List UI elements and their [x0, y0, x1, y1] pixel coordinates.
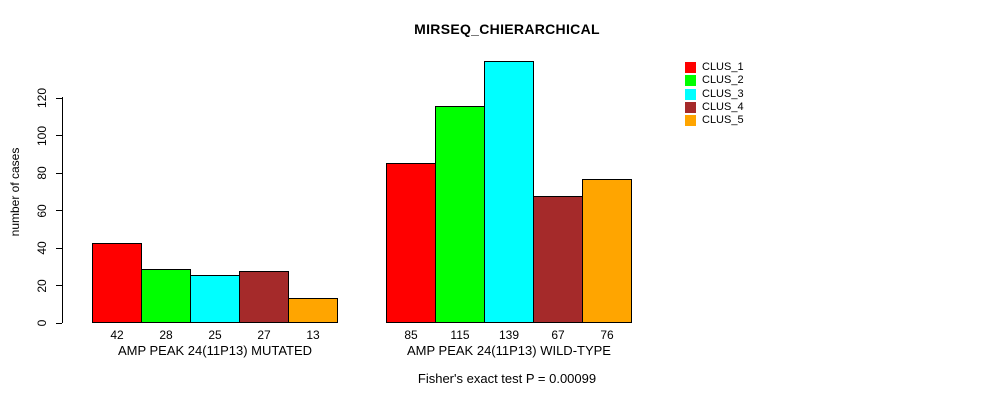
legend-item-clus_4: CLUS_4 — [685, 101, 744, 114]
legend-swatch-icon — [685, 88, 696, 100]
y-tick-mark — [56, 210, 62, 211]
bar-clus_4-group2 — [533, 196, 583, 323]
group-label-1: AMP PEAK 24(11P13) MUTATED — [117, 343, 313, 358]
y-tick-mark — [56, 135, 62, 136]
legend: CLUS_1 CLUS_2 CLUS_3 CLUS_4 CLUS_5 — [685, 61, 744, 127]
y-tick-label: 0 — [35, 319, 49, 327]
bar-value-label: 42 — [110, 328, 124, 342]
bar-clus_2-group2 — [435, 106, 485, 323]
legend-item-clus_1: CLUS_1 — [685, 61, 744, 74]
legend-item-clus_2: CLUS_2 — [685, 74, 744, 87]
bar-clus_5-group1 — [288, 298, 338, 323]
legend-swatch-icon — [685, 75, 696, 87]
chart-title: MIRSEQ_CHIERARCHICAL — [414, 21, 600, 37]
bar-value-label: 85 — [404, 328, 418, 342]
bar-value-label: 76 — [600, 328, 614, 342]
bar-clus_4-group1 — [239, 271, 289, 323]
y-tick-mark — [56, 172, 62, 174]
group-label-2: AMP PEAK 24(11P13) WILD-TYPE — [407, 343, 611, 358]
y-tick-mark — [56, 97, 62, 99]
legend-label: CLUS_3 — [702, 87, 744, 100]
y-tick-label: 120 — [35, 87, 49, 109]
annotation-text: Fisher's exact test P = 0.00099 — [417, 371, 597, 386]
bar-value-label: 25 — [208, 328, 222, 342]
bar-clus_3-group2 — [484, 61, 534, 323]
legend-item-clus_3: CLUS_3 — [685, 88, 744, 101]
bar-value-label: 67 — [551, 328, 565, 342]
bar-value-label: 28 — [159, 328, 173, 342]
legend-swatch-icon — [685, 102, 696, 114]
y-axis-title: number of cases — [8, 147, 22, 237]
y-tick-mark — [56, 322, 62, 324]
y-axis-line — [62, 97, 63, 323]
y-tick-label: 20 — [35, 278, 49, 293]
legend-swatch-icon — [685, 62, 696, 74]
bar-clus_2-group1 — [141, 269, 191, 323]
bar-value-label: 13 — [306, 328, 320, 342]
legend-label: CLUS_1 — [702, 61, 744, 74]
bar-value-label: 27 — [257, 328, 271, 342]
y-tick-mark — [56, 247, 62, 249]
bar-clus_3-group1 — [190, 275, 240, 323]
bar-clus_5-group2 — [582, 179, 632, 323]
bar-value-label: 115 — [450, 328, 470, 342]
y-tick-label: 100 — [35, 125, 49, 146]
y-tick-mark — [56, 285, 62, 286]
legend-label: CLUS_5 — [702, 114, 744, 127]
y-tick-label: 60 — [35, 203, 49, 218]
legend-label: CLUS_2 — [702, 74, 744, 87]
bar-clus_1-group1 — [92, 243, 142, 323]
bar-value-label: 139 — [498, 328, 520, 342]
bar-clus_1-group2 — [386, 163, 436, 323]
y-tick-label: 40 — [35, 241, 49, 255]
legend-label: CLUS_4 — [702, 101, 744, 114]
legend-swatch-icon — [685, 115, 696, 127]
legend-item-clus_5: CLUS_5 — [685, 114, 744, 127]
y-tick-label: 80 — [35, 166, 49, 180]
